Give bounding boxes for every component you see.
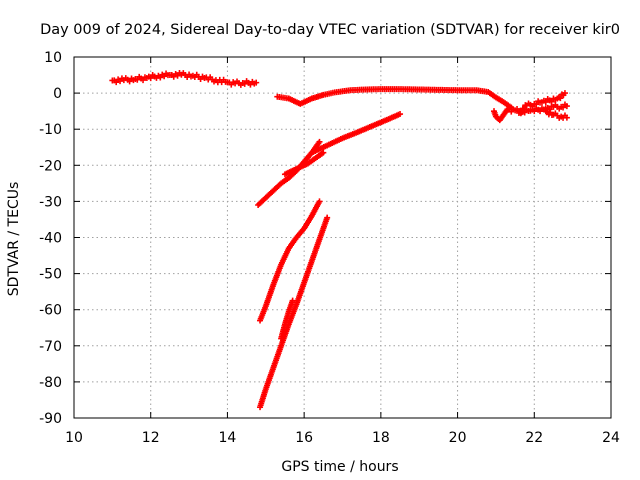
x-tick-label: 10 [65, 430, 83, 446]
y-tick-label: -20 [39, 158, 62, 174]
x-tick-label: 12 [142, 430, 160, 446]
data-point-marker [316, 138, 323, 145]
y-tick-label: -80 [39, 375, 62, 391]
data-series [281, 149, 327, 178]
x-tick-label: 24 [602, 430, 620, 446]
x-tick-label: 18 [372, 430, 390, 446]
x-tick-label: 20 [449, 430, 467, 446]
data-points [109, 69, 570, 411]
data-point-marker [316, 198, 323, 205]
plot-frame [73, 56, 612, 419]
x-axis-label: GPS time / hours [281, 459, 398, 475]
y-tick-label: -40 [39, 231, 62, 247]
data-point-marker [320, 149, 327, 156]
x-tick-labels: 10 12 14 16 18 20 22 24 [65, 430, 620, 446]
data-series [109, 69, 260, 88]
data-point-marker [557, 95, 564, 102]
data-point-marker [397, 111, 404, 118]
y-tick-label: -60 [39, 303, 62, 319]
data-point-marker [542, 99, 549, 106]
y-tick-label: -30 [39, 194, 62, 210]
data-point-marker [289, 297, 296, 304]
data-point-marker [533, 101, 540, 108]
data-point-marker [324, 214, 331, 221]
data-point-marker [537, 108, 544, 115]
data-point-marker [521, 106, 528, 113]
data-point-marker [147, 75, 154, 82]
y-tick-label: -90 [39, 411, 62, 427]
data-point-marker [548, 98, 555, 105]
y-tick-label: 10 [44, 50, 62, 66]
chart-title: Day 009 of 2024, Sidereal Day-to-day VTE… [40, 22, 620, 38]
y-axis-label: SDTVAR / TECUs [6, 182, 22, 297]
x-tick-label: 14 [219, 430, 237, 446]
data-series [257, 198, 323, 324]
data-series [542, 108, 570, 121]
data-series [308, 111, 404, 156]
data-series [278, 297, 296, 342]
x-tick-label: 16 [295, 430, 313, 446]
data-point-marker [561, 90, 568, 97]
y-tick-labels: 10 0 -10 -20 -30 -40 -50 -60 -70 -80 -90 [39, 50, 62, 427]
y-tick-label: -10 [39, 122, 62, 138]
data-series [274, 86, 515, 111]
data-point-marker [563, 103, 570, 110]
data-point-marker [563, 114, 570, 121]
data-point-marker [253, 79, 260, 86]
data-point-marker [518, 109, 525, 116]
data-series [515, 90, 568, 116]
y-tick-label: -50 [39, 267, 62, 283]
y-tick-label: -70 [39, 339, 62, 355]
grid-lines [74, 57, 611, 418]
x-tick-label: 22 [525, 430, 543, 446]
y-tick-label: 0 [53, 86, 62, 102]
